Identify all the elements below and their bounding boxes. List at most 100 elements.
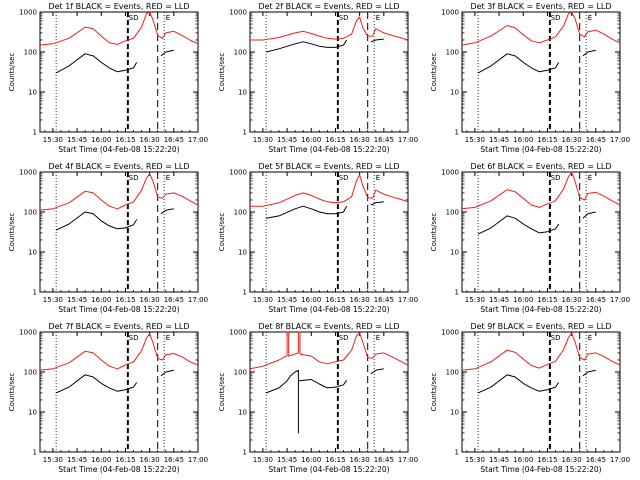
lld-series-line (249, 331, 409, 370)
events-series-line (582, 211, 596, 219)
x-tick-label: 16:30 (350, 456, 370, 464)
y-tick-label: 1000 (229, 169, 247, 177)
events-series-line (477, 215, 560, 235)
x-tick-label: 15:30 (465, 456, 485, 464)
x-axis-label: Start Time (04-Feb-08 15:22:20) (268, 465, 389, 474)
x-tick-label: 16:30 (140, 456, 160, 464)
y-tick-label: 100 (24, 49, 37, 57)
events-series-line (477, 53, 560, 74)
x-tick-label: 16:00 (513, 296, 533, 304)
y-tick-label: 1000 (441, 169, 459, 177)
y-axis-label: Counts/sec (8, 373, 16, 412)
events-series-line (477, 374, 560, 394)
x-axis-label: Start Time (04-Feb-08 15:22:20) (480, 145, 601, 154)
flag-label: E (376, 334, 380, 342)
y-axis-label: Counts/sec (218, 53, 226, 92)
chart-title: Det 1f BLACK = Events, RED = LLD (48, 2, 189, 11)
y-tick-label: 10 (28, 409, 37, 417)
x-tick-label: 15:30 (465, 136, 485, 144)
x-axis-label: Start Time (04-Feb-08 15:22:20) (58, 465, 179, 474)
y-tick-label: 10 (450, 89, 459, 97)
y-tick-label: 1 (33, 129, 37, 137)
x-tick-label: 16:15 (115, 136, 135, 144)
y-tick-label: 1 (33, 289, 37, 297)
x-axis-label: Start Time (04-Feb-08 15:22:20) (480, 465, 601, 474)
x-axis-label: Start Time (04-Feb-08 15:22:20) (58, 145, 179, 154)
x-tick-label: 16:00 (513, 136, 533, 144)
plot-frame (461, 171, 621, 293)
x-tick-label: 16:00 (91, 456, 111, 464)
y-tick-label: 100 (24, 369, 37, 377)
x-tick-label: 16:30 (350, 296, 370, 304)
events-series-line (160, 49, 174, 57)
y-tick-label: 100 (446, 49, 459, 57)
y-tick-label: 100 (24, 209, 37, 217)
y-tick-label: 10 (450, 409, 459, 417)
y-tick-label: 1 (243, 129, 247, 137)
y-axis-label: Counts/sec (8, 53, 16, 92)
y-tick-label: 1000 (441, 9, 459, 17)
x-tick-label: 15:45 (489, 296, 509, 304)
lld-series-line (461, 11, 621, 46)
y-tick-label: 1 (243, 289, 247, 297)
y-tick-label: 10 (28, 249, 37, 257)
x-tick-label: 16:15 (115, 456, 135, 464)
y-axis-label: Counts/sec (430, 53, 438, 92)
flag-label: E (166, 174, 170, 182)
y-tick-label: 10 (238, 89, 247, 97)
flag-label: SD (129, 14, 139, 22)
y-axis-label: Counts/sec (218, 373, 226, 412)
x-tick-label: 15:45 (277, 136, 297, 144)
flag-label: E (376, 14, 380, 22)
x-tick-label: 16:45 (586, 136, 606, 144)
x-tick-label: 16:15 (115, 296, 135, 304)
events-series-line (582, 49, 596, 57)
plot-frame (249, 11, 409, 133)
y-tick-label: 100 (234, 49, 247, 57)
x-tick-label: 17:00 (610, 456, 630, 464)
plot-frame (249, 331, 409, 453)
y-tick-label: 10 (28, 89, 37, 97)
lld-series-line (461, 332, 621, 371)
events-series-line (160, 208, 174, 215)
events-series-line (582, 369, 596, 377)
flag-label: E (166, 14, 170, 22)
flag-label: E (588, 334, 592, 342)
x-tick-label: 15:45 (67, 296, 87, 304)
x-tick-label: 15:30 (253, 456, 273, 464)
x-tick-label: 15:45 (67, 456, 87, 464)
x-tick-label: 17:00 (188, 136, 208, 144)
y-tick-label: 10 (238, 409, 247, 417)
x-tick-label: 16:45 (164, 456, 184, 464)
x-tick-label: 16:30 (140, 136, 160, 144)
x-tick-label: 16:15 (325, 136, 345, 144)
x-tick-label: 17:00 (398, 136, 418, 144)
events-series-line (265, 369, 348, 434)
flag-label: E (376, 174, 380, 182)
flag-label: SD (339, 334, 349, 342)
flag-label: SD (339, 174, 349, 182)
y-axis-label: Counts/sec (430, 213, 438, 252)
chart-title: Det 7f BLACK = Events, RED = LLD (48, 322, 189, 331)
y-tick-label: 100 (446, 369, 459, 377)
chart-title: Det 9f BLACK = Events, RED = LLD (470, 322, 611, 331)
x-tick-label: 17:00 (610, 136, 630, 144)
y-tick-label: 10 (238, 249, 247, 257)
x-axis-label: Start Time (04-Feb-08 15:22:20) (268, 305, 389, 314)
chart-panel-6: Det 6f BLACK = Events, RED = LLD 1 10 100 10… (430, 162, 630, 314)
x-tick-label: 16:30 (562, 296, 582, 304)
chart-panel-8: Det 8f BLACK = Events, RED = LLD 1 10 100 10… (218, 322, 418, 474)
lld-series-line (39, 11, 199, 46)
x-tick-label: 16:15 (325, 296, 345, 304)
x-tick-label: 15:45 (277, 296, 297, 304)
x-axis-label: Start Time (04-Feb-08 15:22:20) (480, 305, 601, 314)
events-series-line (160, 369, 174, 377)
y-tick-label: 1 (455, 129, 459, 137)
y-tick-label: 1000 (229, 9, 247, 17)
x-tick-label: 15:45 (489, 136, 509, 144)
x-tick-label: 15:45 (67, 136, 87, 144)
events-series-line (370, 368, 384, 375)
flag-label: SD (129, 334, 139, 342)
y-tick-label: 1000 (19, 329, 37, 337)
x-tick-label: 15:45 (489, 456, 509, 464)
